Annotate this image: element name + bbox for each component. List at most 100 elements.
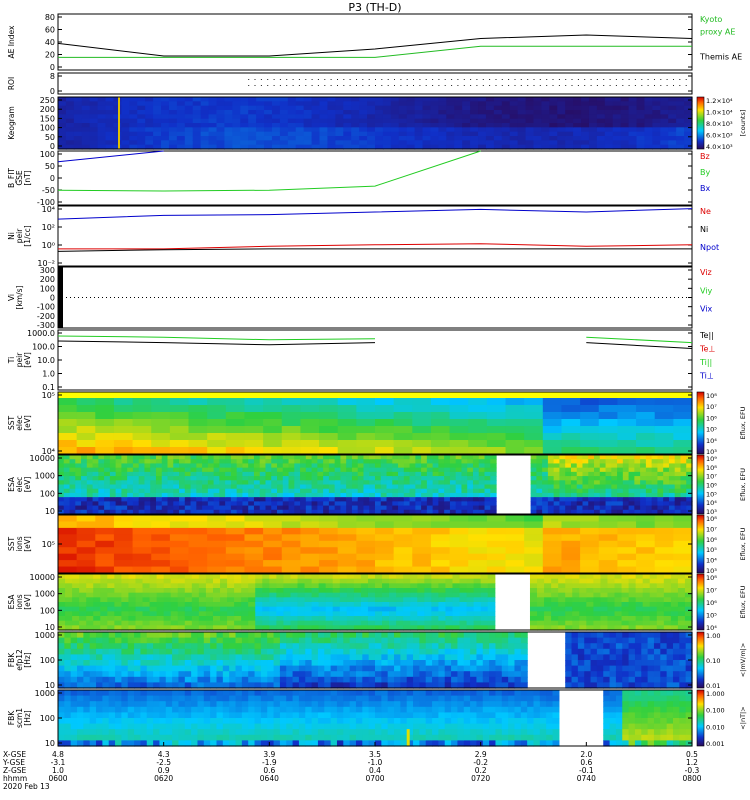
keogram-cell <box>335 97 344 102</box>
esa-i-cell <box>177 606 186 612</box>
esa-i-cell <box>283 620 292 626</box>
esa-i-cell <box>318 611 327 617</box>
esa-e-cell <box>138 497 146 502</box>
esa-e-cell <box>213 492 220 498</box>
fbk-e-cell <box>425 632 433 639</box>
sst-i-cell <box>300 566 320 574</box>
keogram-cell <box>573 127 582 133</box>
esa-e-cell <box>81 455 88 460</box>
sst-i-cell <box>281 566 302 574</box>
fbk-e-cell <box>432 660 439 667</box>
keogram-cell <box>478 144 487 150</box>
fbk-e-cell <box>229 682 237 689</box>
esa-e-cell <box>213 497 220 502</box>
esa-e-cell <box>305 505 313 511</box>
esa-e-cell <box>253 476 261 481</box>
esa-i-cell <box>410 606 418 612</box>
esa-i-cell <box>459 602 468 608</box>
esa-i-cell <box>677 578 686 584</box>
esa-e-cell <box>588 501 595 507</box>
esa-e-cell <box>576 459 584 465</box>
esa-i-cell <box>389 606 397 612</box>
sst-e-cell <box>207 447 227 455</box>
esa-e-cell <box>386 492 393 498</box>
esa-e-cell <box>478 480 486 486</box>
esa-e-cell <box>317 471 324 477</box>
esa-e-cell <box>282 509 290 515</box>
esa-e-cell <box>81 484 88 490</box>
sst-e-cell <box>169 412 190 420</box>
esa-e-cell <box>542 488 549 494</box>
keogram-cell <box>525 101 535 107</box>
sst-i-cell <box>58 560 78 568</box>
fbk-e-cell <box>292 676 300 683</box>
esa-i-cell <box>656 616 665 622</box>
esa-e-cell <box>421 459 428 465</box>
keogram-cell <box>58 114 67 120</box>
keogram-cell <box>470 123 479 128</box>
esa-e-cell <box>75 501 82 507</box>
esa-e-cell <box>605 484 612 490</box>
esa-e-cell <box>565 455 572 460</box>
fbk-e-cell <box>127 637 135 644</box>
keogram-cell <box>153 97 162 102</box>
fbk-e-cell <box>273 682 281 689</box>
keogram-cell <box>390 131 400 137</box>
esa-e-cell <box>536 480 543 486</box>
esa-e-cell <box>375 480 382 486</box>
fbk-e-cell <box>172 648 180 655</box>
esa-i-cell <box>128 578 137 584</box>
esa-e-cell <box>271 467 278 473</box>
keogram-cell <box>319 140 329 146</box>
esa-i-cell <box>614 606 623 612</box>
keogram-cell <box>509 110 519 115</box>
esa-i-cell <box>269 578 277 584</box>
esa-e-cell <box>282 459 290 465</box>
sst-i-cell <box>375 553 395 561</box>
keogram-cell <box>311 97 321 102</box>
panel-frame <box>57 150 693 206</box>
esa-e-cell <box>323 492 330 498</box>
fbk-e-cell <box>121 654 129 661</box>
esa-i-cell <box>93 620 101 626</box>
esa-i-cell <box>375 597 383 603</box>
fbk-e-cell <box>400 660 408 667</box>
esa-e-cell <box>530 455 537 460</box>
sst-e-cell <box>244 433 264 441</box>
fbk-e-cell <box>387 665 395 672</box>
fbk-e-cell <box>330 665 338 672</box>
esa-e-cell <box>484 492 491 498</box>
esa-i-cell <box>269 588 277 594</box>
esa-e-cell <box>576 492 584 498</box>
sst-i-cell <box>337 540 357 548</box>
esa-e-cell <box>663 463 670 469</box>
keogram-cell <box>573 97 582 102</box>
fbk-e-cell <box>121 648 129 655</box>
esa-i-cell <box>100 578 108 584</box>
sst-e-cell <box>263 419 283 427</box>
esa-e-cell <box>657 509 664 515</box>
esa-e-cell <box>190 459 197 465</box>
keogram-cell <box>232 144 241 150</box>
keogram-cell <box>525 140 535 146</box>
esa-e-cell <box>161 476 169 481</box>
sst-e-cell <box>412 426 432 434</box>
sst-i-cell <box>430 521 451 529</box>
sst-i-cell <box>225 515 246 523</box>
fbk-e-cell <box>394 671 401 678</box>
keogram-cell <box>438 114 447 120</box>
esa-i-cell <box>262 588 270 594</box>
fbk-e-cell <box>349 671 357 678</box>
sst-i-cell <box>356 527 376 535</box>
esa-e-cell <box>81 509 88 515</box>
keogram-cell <box>65 127 75 133</box>
fbk-e-cell <box>159 632 167 639</box>
esa-i-cell <box>417 583 425 589</box>
esa-e-cell <box>426 463 434 469</box>
esa-i-cell <box>142 602 151 608</box>
keogram-cell <box>612 131 622 137</box>
esa-i-cell <box>65 625 73 631</box>
esa-i-cell <box>642 625 651 631</box>
keogram-cell <box>375 127 384 133</box>
